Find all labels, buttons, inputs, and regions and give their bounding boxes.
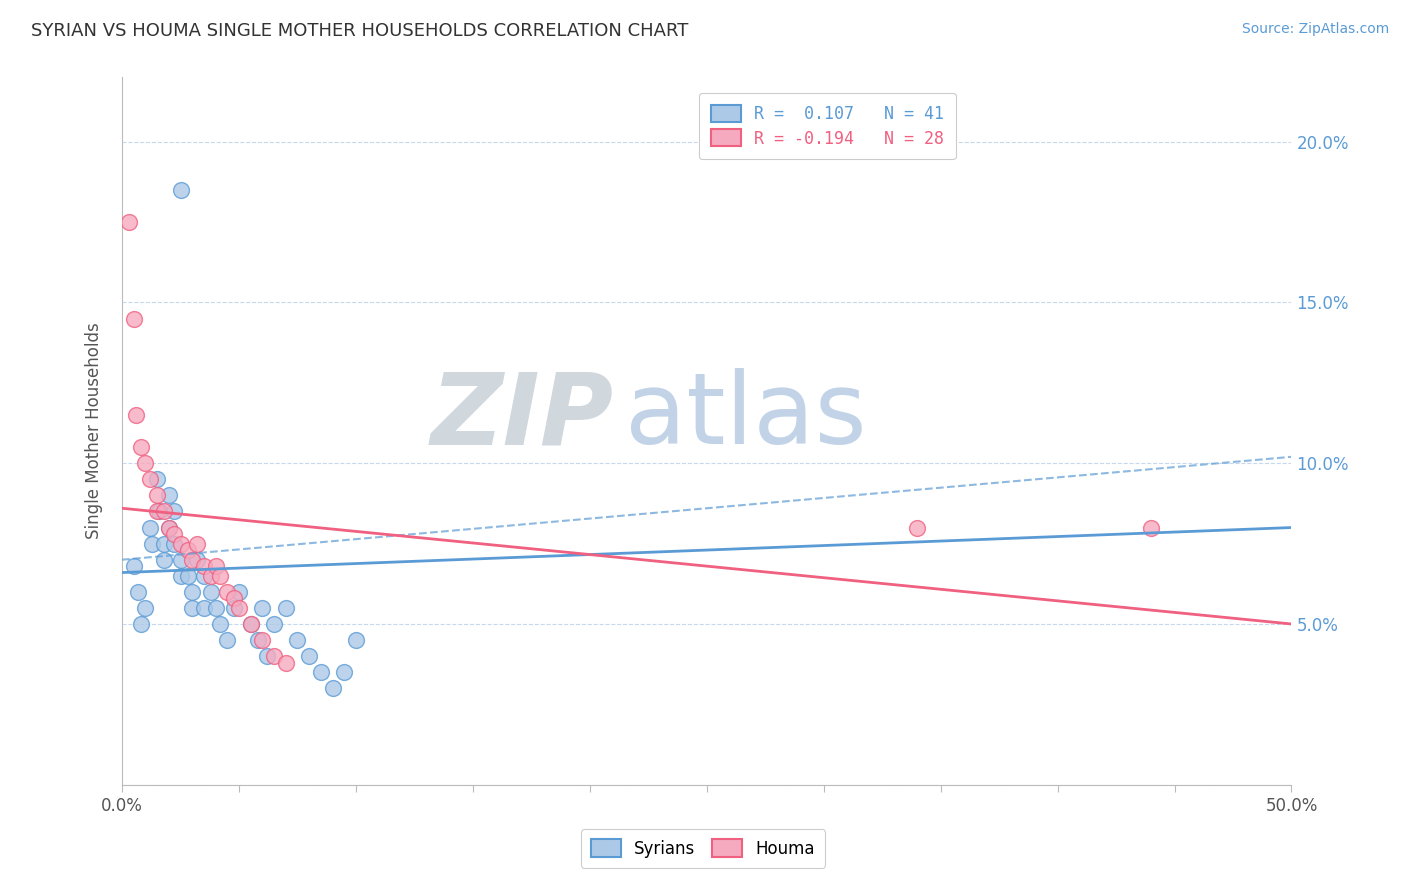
Point xyxy=(274,601,297,615)
Point xyxy=(309,665,332,680)
Point xyxy=(139,472,162,486)
Point xyxy=(217,585,239,599)
Point xyxy=(118,215,141,229)
Point xyxy=(298,649,321,664)
Point xyxy=(153,552,176,566)
Point xyxy=(224,601,246,615)
Point xyxy=(193,568,215,582)
Text: SYRIAN VS HOUMA SINGLE MOTHER HOUSEHOLDS CORRELATION CHART: SYRIAN VS HOUMA SINGLE MOTHER HOUSEHOLDS… xyxy=(31,22,689,40)
Point xyxy=(148,504,170,518)
Point xyxy=(246,633,269,648)
Point xyxy=(193,601,215,615)
Point xyxy=(252,601,274,615)
Text: ZIP: ZIP xyxy=(430,368,613,466)
Point xyxy=(122,311,145,326)
Point xyxy=(209,617,232,632)
Point xyxy=(193,559,215,574)
Point xyxy=(252,633,274,648)
Point xyxy=(162,504,184,518)
Point xyxy=(162,527,184,541)
Point xyxy=(169,568,191,582)
Point xyxy=(209,568,232,582)
Text: Source: ZipAtlas.com: Source: ZipAtlas.com xyxy=(1241,22,1389,37)
Text: atlas: atlas xyxy=(624,368,866,466)
Point xyxy=(263,617,285,632)
Point xyxy=(157,520,180,534)
Point xyxy=(186,536,208,550)
Point xyxy=(176,543,198,558)
Point xyxy=(129,617,152,632)
Point xyxy=(1140,520,1163,534)
Point xyxy=(322,681,344,696)
Point xyxy=(263,649,285,664)
Point xyxy=(146,504,169,518)
Point xyxy=(274,656,297,670)
Point xyxy=(146,472,169,486)
Point xyxy=(169,536,191,550)
Point xyxy=(125,408,148,422)
Point xyxy=(333,665,356,680)
Point xyxy=(217,633,239,648)
Legend: R =  0.107   N = 41, R = -0.194   N = 28: R = 0.107 N = 41, R = -0.194 N = 28 xyxy=(699,93,956,159)
Point xyxy=(134,456,156,470)
Point xyxy=(146,488,169,502)
Point xyxy=(127,585,149,599)
Point xyxy=(153,536,176,550)
Point xyxy=(905,520,928,534)
Point xyxy=(134,601,156,615)
Point xyxy=(157,488,180,502)
Y-axis label: Single Mother Households: Single Mother Households xyxy=(86,323,103,540)
Point xyxy=(129,440,152,454)
Point xyxy=(176,568,198,582)
Point xyxy=(200,585,222,599)
Point xyxy=(162,536,184,550)
Point xyxy=(204,601,226,615)
Point xyxy=(204,559,226,574)
Point xyxy=(169,552,191,566)
Point xyxy=(181,552,204,566)
Point xyxy=(186,552,208,566)
Point xyxy=(169,183,191,197)
Point xyxy=(256,649,278,664)
Point xyxy=(122,559,145,574)
Point xyxy=(228,585,250,599)
Point xyxy=(153,504,176,518)
Point xyxy=(239,617,262,632)
Point xyxy=(141,536,163,550)
Point xyxy=(287,633,309,648)
Point xyxy=(224,591,246,606)
Point xyxy=(200,568,222,582)
Point xyxy=(139,520,162,534)
Point xyxy=(239,617,262,632)
Point xyxy=(181,601,204,615)
Point xyxy=(157,520,180,534)
Legend: Syrians, Houma: Syrians, Houma xyxy=(581,830,825,868)
Point xyxy=(228,601,250,615)
Point xyxy=(344,633,367,648)
Point xyxy=(181,585,204,599)
